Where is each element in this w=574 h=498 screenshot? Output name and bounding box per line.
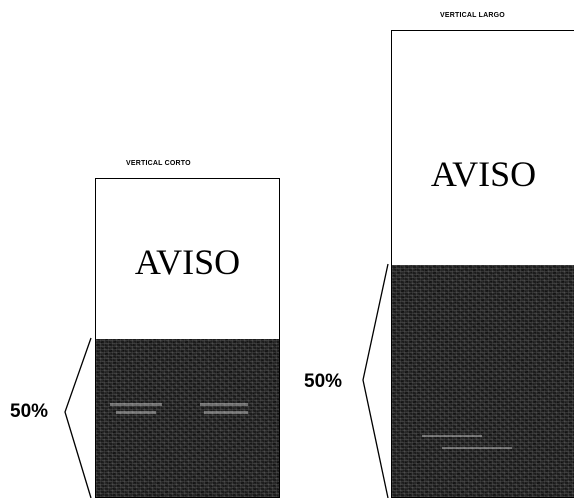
texture-streak	[442, 447, 512, 449]
short-bracket-icon	[64, 337, 92, 498]
long-bracket-icon	[362, 263, 389, 498]
long-percent-label: 50%	[304, 371, 343, 392]
short-vertical-title: VERTICAL CORTO	[126, 160, 191, 167]
texture-streak	[110, 403, 162, 406]
texture-streak	[116, 411, 156, 414]
short-aviso-label: AVISO	[134, 242, 241, 282]
texture-streak	[422, 435, 482, 437]
long-dark-half	[392, 265, 574, 497]
texture-streak	[204, 411, 248, 414]
texture-streak	[200, 403, 248, 406]
long-vertical-title: VERTICAL LARGO	[440, 12, 505, 19]
short-dark-half	[96, 339, 279, 497]
short-vertical-box: AVISO	[95, 178, 280, 498]
long-vertical-box: AVISO	[391, 30, 574, 498]
long-aviso-label: AVISO	[430, 154, 537, 194]
short-percent-label: 50%	[10, 401, 49, 422]
